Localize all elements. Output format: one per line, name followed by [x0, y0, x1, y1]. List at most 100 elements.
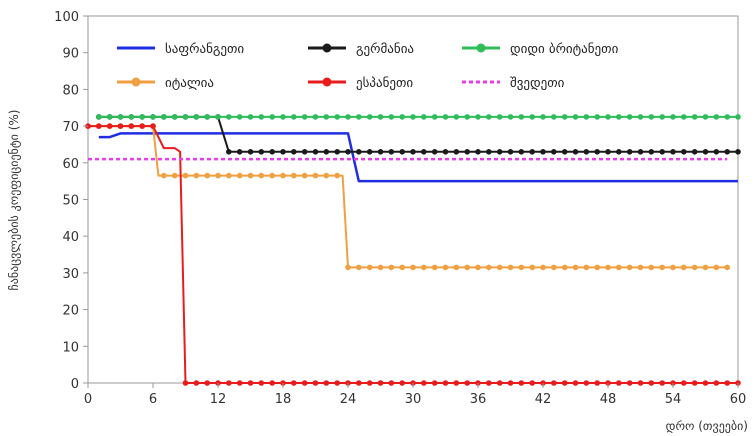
legend-item: შვედეთი — [462, 76, 565, 91]
data-point — [399, 264, 406, 271]
data-point — [713, 380, 720, 386]
data-point — [551, 380, 557, 386]
data-point — [291, 172, 297, 179]
data-point — [464, 264, 471, 271]
legend: საფრანგეთი იტალია გერმანია ესპანეთი დიდი ბრი… — [117, 42, 619, 91]
data-point — [182, 114, 189, 120]
data-point — [301, 172, 308, 179]
data-point — [150, 114, 156, 120]
data-point — [161, 172, 167, 179]
data-point — [128, 123, 135, 129]
x-tick-label: 6 — [149, 392, 157, 407]
data-point — [724, 114, 730, 120]
legend-marker — [476, 43, 486, 53]
x-tick-label: 30 — [405, 392, 422, 407]
data-point — [139, 123, 145, 129]
data-point — [215, 172, 221, 179]
data-point — [724, 380, 730, 386]
data-point — [182, 172, 189, 179]
data-point — [399, 149, 406, 155]
data-point — [529, 149, 535, 155]
data-point — [269, 114, 276, 120]
x-tick-label: 42 — [535, 392, 552, 407]
data-point — [421, 264, 427, 271]
data-point — [323, 380, 330, 386]
data-point — [236, 114, 243, 120]
data-point — [377, 149, 384, 155]
data-point — [637, 380, 644, 386]
data-point — [345, 264, 351, 271]
y-tick-label: 20 — [62, 304, 79, 319]
data-point — [193, 172, 200, 179]
series-საფრანგეთი — [98, 132, 738, 183]
y-tick-label: 80 — [62, 83, 79, 98]
data-point — [616, 114, 622, 120]
data-point — [507, 114, 514, 120]
data-point — [366, 149, 373, 155]
data-point — [464, 149, 471, 155]
y-axis-title: ჩანაცვლების კოეფიციენტი (%) — [7, 110, 21, 291]
data-point — [280, 172, 286, 179]
data-point — [442, 264, 449, 271]
data-point — [323, 149, 330, 155]
data-point — [529, 264, 535, 271]
data-point — [388, 114, 395, 120]
data-point — [377, 114, 384, 120]
legend-label: იტალია — [165, 76, 214, 91]
data-point — [236, 172, 243, 179]
data-point — [312, 172, 319, 179]
data-point — [637, 114, 644, 120]
data-point — [117, 114, 124, 120]
data-point — [258, 172, 265, 179]
x-tick-label: 48 — [600, 392, 617, 407]
data-point — [453, 264, 460, 271]
data-point — [236, 380, 243, 386]
data-point — [735, 114, 741, 120]
data-point — [464, 380, 471, 386]
data-point — [464, 114, 471, 120]
data-point — [475, 264, 481, 271]
data-point — [713, 114, 720, 120]
y-tick-label: 90 — [62, 47, 79, 62]
data-point — [670, 114, 676, 120]
series-line — [98, 132, 738, 183]
data-point — [486, 264, 492, 271]
data-point — [334, 149, 341, 155]
data-point — [648, 264, 655, 271]
data-point — [139, 114, 145, 120]
legend-label: ესპანეთი — [356, 76, 413, 91]
data-point — [637, 149, 644, 155]
data-point — [247, 149, 254, 155]
data-point — [561, 114, 568, 120]
data-point — [366, 264, 373, 271]
data-point — [193, 380, 200, 386]
data-point — [236, 149, 243, 155]
data-point — [377, 264, 384, 271]
data-point — [551, 114, 557, 120]
data-point — [226, 114, 232, 120]
data-point — [540, 149, 546, 155]
data-point — [410, 114, 416, 120]
data-point — [269, 172, 276, 179]
data-point — [702, 264, 709, 271]
data-point — [128, 114, 135, 120]
data-point — [171, 114, 178, 120]
data-point — [572, 114, 579, 120]
data-point — [551, 264, 557, 271]
data-point — [681, 114, 687, 120]
data-point — [475, 149, 481, 155]
data-point — [626, 114, 633, 120]
data-point — [226, 380, 232, 386]
data-point — [540, 264, 546, 271]
data-point — [301, 380, 308, 386]
data-point — [269, 149, 276, 155]
series-layer — [85, 114, 741, 386]
data-point — [247, 380, 254, 386]
data-point — [258, 149, 265, 155]
data-point — [161, 114, 167, 120]
data-point — [605, 264, 611, 271]
data-point — [670, 149, 676, 155]
data-point — [648, 114, 655, 120]
data-point — [507, 149, 514, 155]
